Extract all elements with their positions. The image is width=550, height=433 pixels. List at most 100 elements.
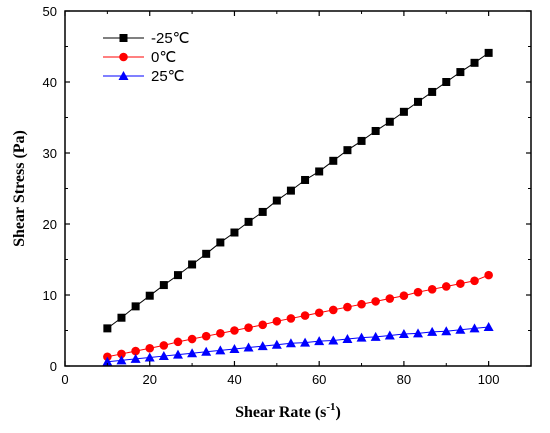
data-point [116,355,127,365]
legend-item-0: -25℃ [103,30,190,47]
data-point [342,334,353,344]
data-point [286,186,295,195]
legend-marker [119,34,128,42]
data-point [484,270,493,280]
data-point [103,324,112,333]
x-axis-title-main: Shear Rate (s [235,404,326,421]
legend-label: 0℃ [151,49,176,66]
data-point [371,297,380,306]
data-point [131,346,140,356]
x-axis-title: Shear Rate (s-1) [235,401,341,421]
data-point [384,330,395,340]
data-point [328,335,339,345]
y-tick-label: 40 [43,75,57,90]
x-tick-label: 20 [142,372,156,387]
data-point [145,291,154,300]
data-point [343,146,352,155]
legend-label: -25℃ [151,30,190,47]
data-point [187,334,197,344]
series-line [107,52,489,329]
legend-marker [118,71,129,80]
data-point [202,249,211,258]
data-point [399,291,409,301]
data-point [272,196,281,205]
data-point [442,78,451,86]
data-point [216,329,225,338]
data-point [172,349,183,359]
y-tick-label: 10 [43,288,57,303]
data-point [357,299,366,309]
data-point [173,271,182,280]
data-point [102,356,113,366]
y-axis-title: Shear Stress (Pa) [11,130,28,247]
data-point [441,282,451,291]
data-point [484,48,493,57]
data-point [356,332,367,342]
data-point [413,287,423,297]
data-point [201,331,211,341]
data-point [469,323,480,333]
data-point [470,276,479,286]
data-point [314,308,324,318]
data-point [229,343,240,353]
data-point [258,207,267,216]
x-tick-label: 80 [397,372,411,387]
data-point [413,328,424,338]
data-point [300,311,310,320]
x-tick-label: 100 [478,372,500,387]
data-point [456,68,465,77]
data-point [441,326,452,336]
data-point [328,305,338,315]
data-point [414,97,423,106]
data-point [188,260,197,269]
series-1 [103,270,493,362]
data-point [314,336,325,346]
series-group [102,48,494,366]
plot-frame [64,10,532,367]
data-point [371,126,380,135]
x-tick-label: 60 [312,372,326,387]
axes: 0 20 40 60 80 100 0 10 20 30 40 50 [43,4,532,387]
data-point [144,352,155,362]
x-axis-title-end: ) [336,404,341,421]
data-point [230,228,239,237]
data-point [243,342,254,352]
data-point [117,349,126,359]
legend-item-1: 0℃ [103,49,176,66]
data-point [399,107,408,116]
data-point [173,337,183,347]
series-line [107,326,489,363]
data-point [145,343,155,353]
data-point [117,313,126,322]
data-point [385,294,395,303]
data-point [300,337,311,347]
data-point [455,324,466,334]
data-point [271,339,282,349]
data-point [456,279,465,288]
data-point [131,302,140,311]
data-point [427,326,438,336]
data-point [428,87,437,96]
data-point [230,326,239,335]
data-point [272,316,282,326]
data-point [158,351,169,361]
series-line [107,274,489,358]
data-point [286,314,296,323]
y-tick-label: 0 [50,359,57,374]
data-point [398,329,409,339]
legend-marker [119,52,128,62]
data-point [483,321,494,331]
x-tick-label: 40 [227,372,241,387]
data-point [130,353,141,363]
x-tick-label: 0 [61,372,68,387]
data-point [427,285,437,294]
data-point [258,320,268,330]
x-axis-title-sup: -1 [326,401,335,413]
data-point [215,345,226,355]
data-point [159,281,168,290]
series-0 [103,48,493,333]
data-point [470,58,479,67]
legend-item-2: 25℃ [103,68,185,85]
data-point [370,331,381,341]
